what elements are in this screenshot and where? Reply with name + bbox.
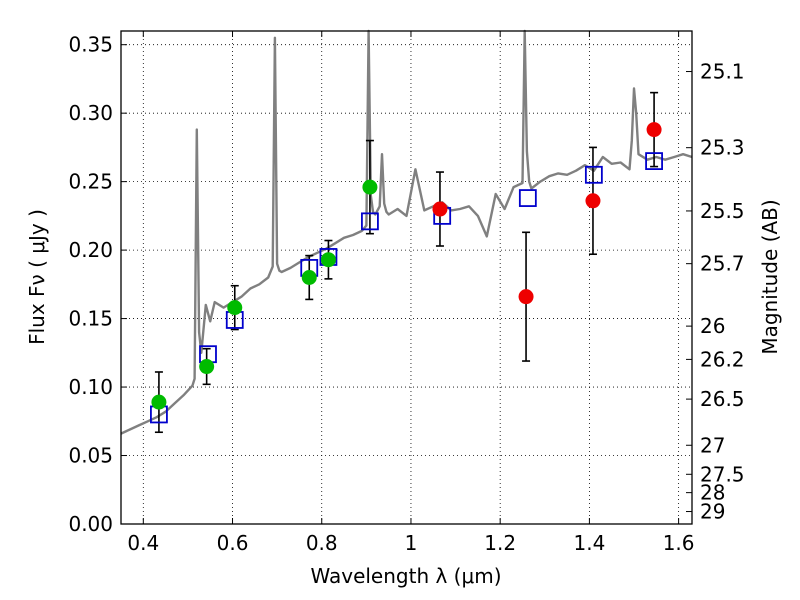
y-ticks: 0.00 0.05 0.10 0.15 0.20 0.25 0.30 0.35 bbox=[68, 33, 127, 536]
y-tick-label: 0.25 bbox=[68, 170, 113, 194]
magnitude-tick-label: 25.5 bbox=[700, 199, 745, 223]
magnitude-tick-label: 25.7 bbox=[700, 252, 745, 276]
observed-point-green bbox=[199, 359, 215, 375]
x-tick-label: 0.4 bbox=[127, 531, 159, 555]
observed-point-red bbox=[518, 289, 534, 305]
x-tick-label: 0.6 bbox=[217, 531, 249, 555]
magnitude-tick-label: 25.3 bbox=[700, 136, 745, 160]
y-axis-title: Flux Fν ( μJy ) bbox=[25, 209, 49, 345]
magnitude-tick-label: 27 bbox=[700, 433, 725, 457]
observed-points bbox=[151, 122, 662, 410]
model-square-point bbox=[584, 165, 603, 184]
y-tick-label: 0.05 bbox=[68, 444, 113, 468]
model-square-point bbox=[518, 189, 537, 207]
magnitude-tick-label: 25.1 bbox=[700, 60, 745, 84]
y-tick-label: 0.10 bbox=[68, 375, 113, 399]
model-square-point bbox=[645, 152, 663, 170]
x-axis-title: Wavelength λ (μm) bbox=[310, 564, 501, 588]
y-tick-label: 0.15 bbox=[68, 307, 113, 331]
observed-point-green bbox=[362, 179, 378, 195]
model-squares bbox=[150, 152, 663, 424]
y-tick-label: 0.30 bbox=[68, 101, 113, 125]
observed-point-green bbox=[151, 394, 167, 410]
x-tick-label: 1.4 bbox=[573, 531, 605, 555]
observed-point-red bbox=[432, 201, 448, 217]
error-bars bbox=[154, 91, 659, 434]
magnitude-tick-label: 28 bbox=[700, 481, 725, 505]
observed-point-green bbox=[301, 270, 317, 285]
model-square-point bbox=[361, 212, 379, 231]
observed-point-red bbox=[585, 193, 601, 209]
magnitude-tick-label: 27.5 bbox=[700, 462, 745, 486]
observed-point-green bbox=[227, 300, 243, 316]
x-ticks: 0.4 0.6 0.8 1 1.2 1.4 1.6 bbox=[127, 31, 695, 555]
y-tick-label: 0.00 bbox=[68, 512, 113, 536]
magnitude-tick-label: 26.2 bbox=[700, 347, 745, 371]
y-tick-label: 0.20 bbox=[68, 238, 113, 262]
observed-point-red bbox=[646, 122, 662, 138]
observed-point-green bbox=[320, 252, 336, 268]
plot-frame bbox=[120, 30, 693, 525]
y-tick-label: 0.35 bbox=[68, 33, 113, 57]
magnitude-tick-label: 26 bbox=[700, 314, 725, 338]
grid bbox=[121, 31, 692, 525]
magnitude-tick-label: 29 bbox=[700, 500, 725, 524]
x-tick-label: 1 bbox=[405, 531, 418, 555]
x-tick-label: 0.8 bbox=[306, 531, 338, 555]
y-axis-right-title: Magnitude (AB) bbox=[758, 199, 782, 354]
x-tick-label: 1.6 bbox=[663, 531, 695, 555]
x-tick-label: 1.2 bbox=[484, 531, 516, 555]
magnitude-tick-label: 26.5 bbox=[700, 387, 745, 411]
